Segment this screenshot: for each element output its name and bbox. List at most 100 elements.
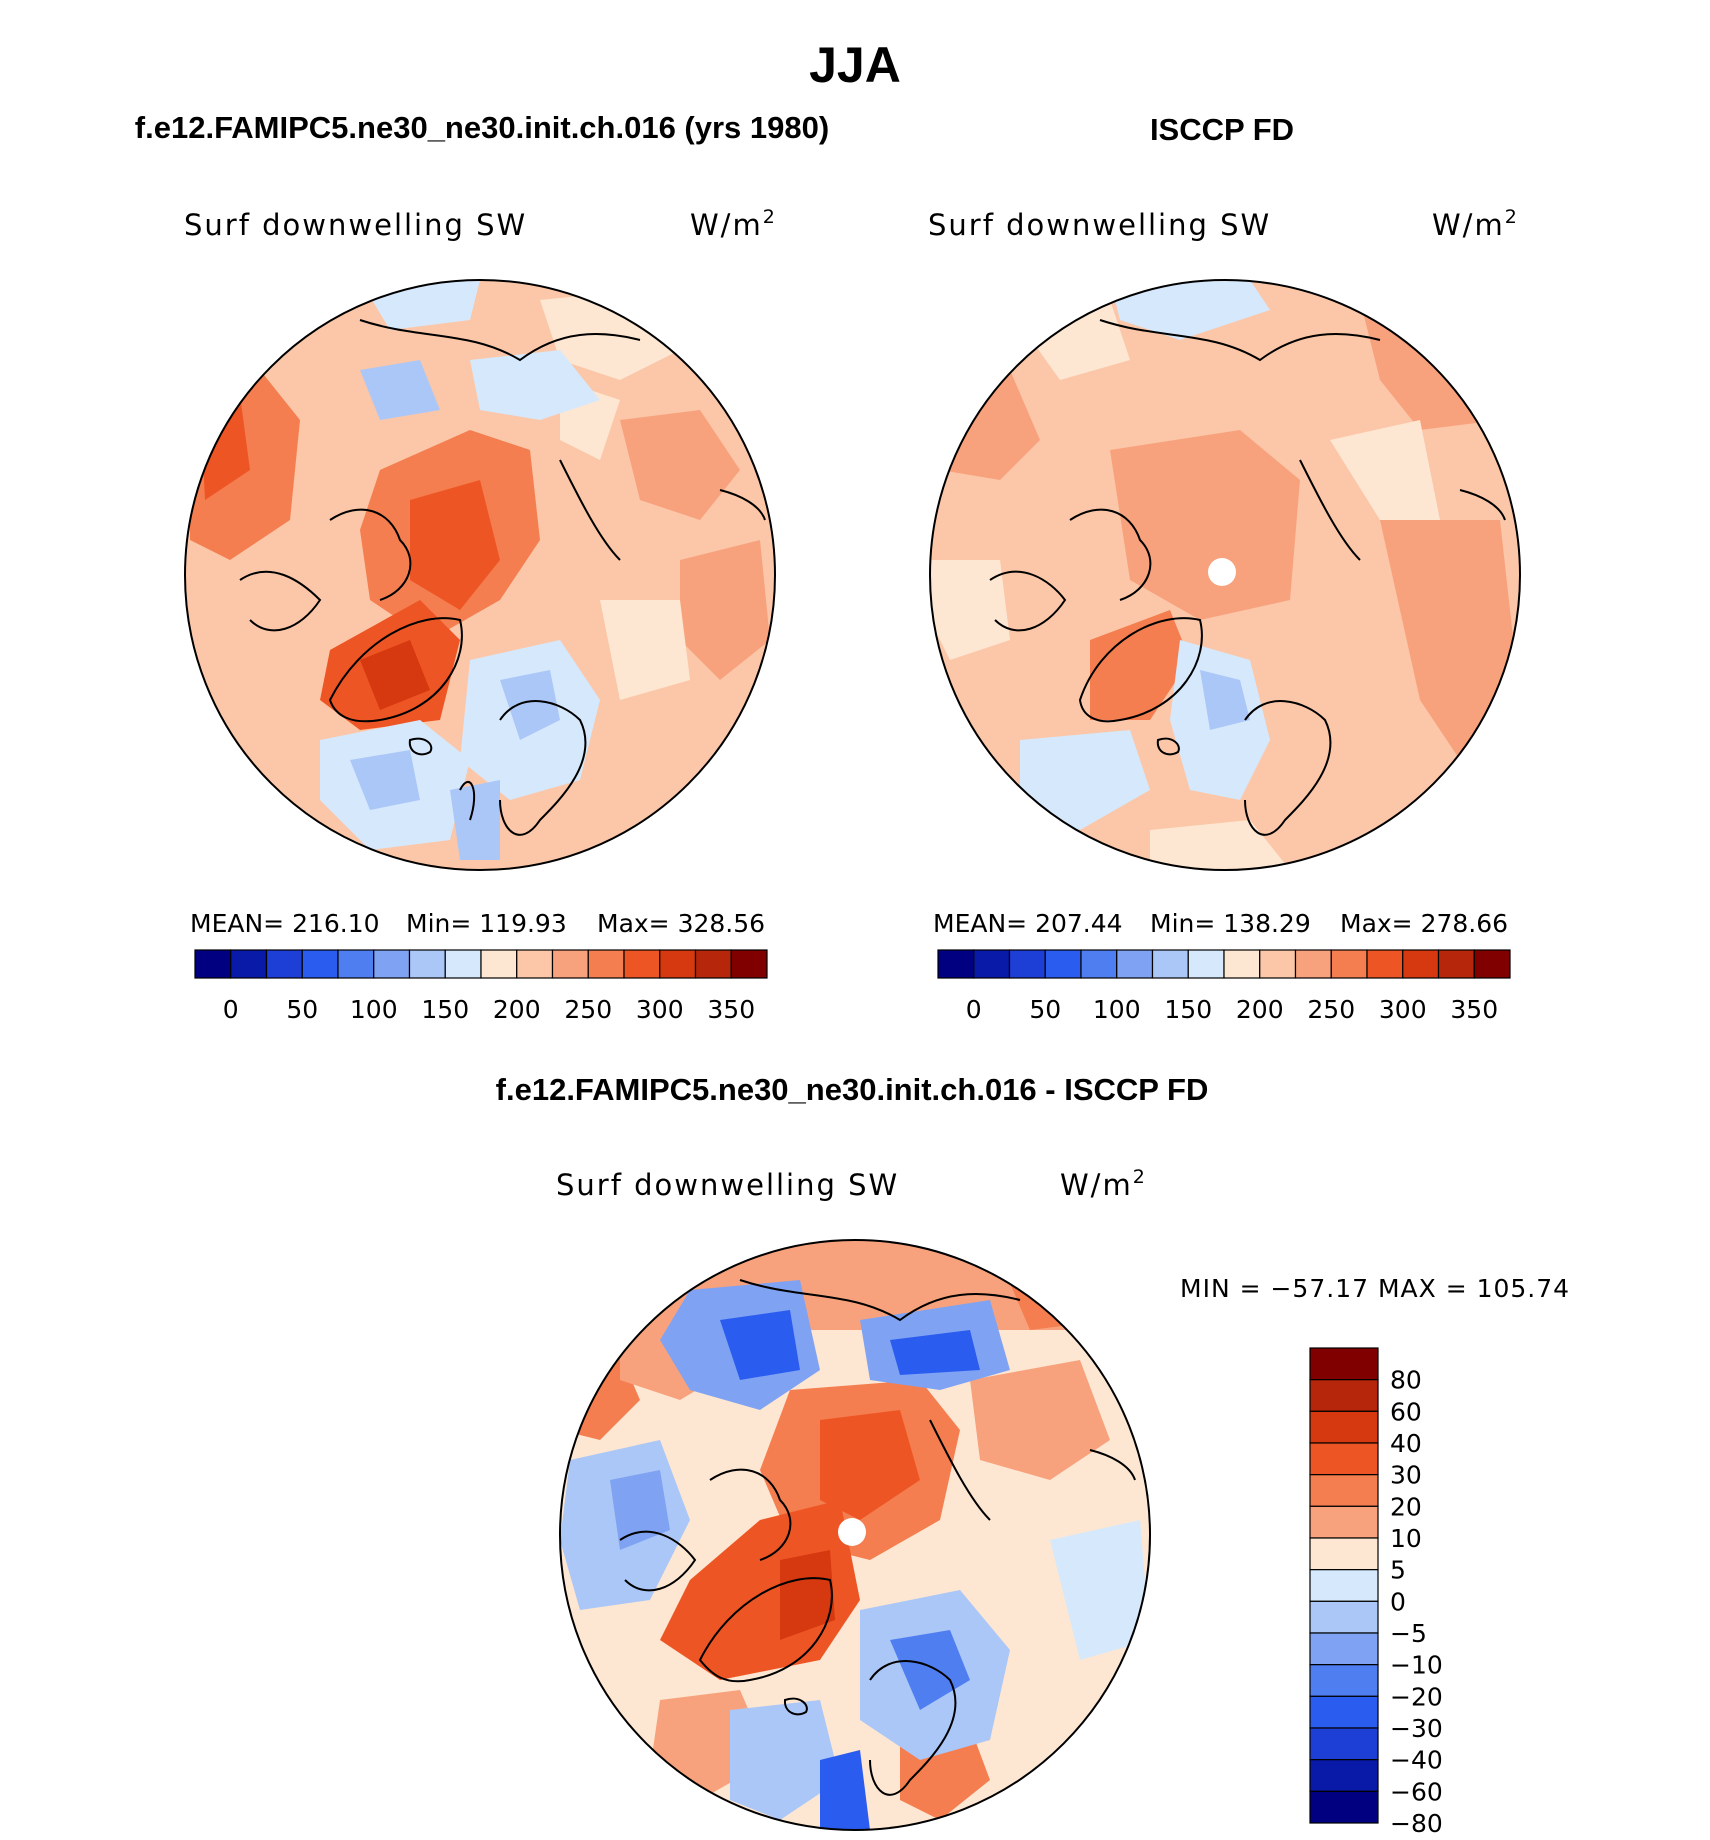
panel-obs: ISCCP FD Surf downwelling SW W/m2	[928, 112, 1521, 1024]
main-title: JJA	[809, 37, 901, 93]
colorbar-diff-swatch	[1309, 1664, 1379, 1697]
colorbar-diff-tick-label: 0	[1390, 1587, 1406, 1616]
colorbar-obs-swatch	[1008, 949, 1046, 979]
colorbar-diff-tick-label: −40	[1390, 1746, 1443, 1775]
colorbar-diff-swatch	[1309, 1695, 1379, 1729]
colorbar-obs-tick-label: 150	[1164, 995, 1212, 1024]
colorbar-diff-swatch	[1309, 1537, 1379, 1571]
colorbar-diff-tick-label: −30	[1390, 1714, 1443, 1743]
colorbar-obs-swatch	[1116, 949, 1154, 979]
colorbar-obs-swatch	[1223, 949, 1261, 979]
colorbar-model-swatch	[516, 949, 554, 979]
colorbar-model-tick-label: 200	[493, 995, 541, 1024]
colorbar-diff-tick-label: −5	[1390, 1619, 1427, 1648]
panel-model-units: W/m2	[690, 206, 777, 242]
colorbar-obs-tick-label: 300	[1379, 995, 1427, 1024]
colorbar-diff-tick-label: 60	[1390, 1397, 1422, 1426]
colorbar-model-swatch	[337, 949, 375, 979]
colorbar-model-swatch	[587, 949, 625, 979]
map-obs-border	[929, 279, 1521, 871]
colorbar-model-swatch	[301, 949, 339, 979]
panel-obs-heading: ISCCP FD	[1150, 112, 1294, 147]
colorbar-diff-tick-label: −10	[1390, 1651, 1443, 1680]
colorbar-obs-swatch	[1294, 949, 1332, 979]
colorbar-diff-tick-label: 5	[1390, 1556, 1406, 1585]
colorbar-diff-tick-label: 40	[1390, 1429, 1422, 1458]
colorbar-obs-swatch	[1437, 949, 1475, 979]
map-model	[185, 280, 775, 870]
map-obs	[930, 280, 1520, 870]
panel-obs-max: Max= 278.66	[1340, 909, 1508, 938]
colorbar-model-swatch	[694, 949, 732, 979]
colorbar-diff-tick-label: −80	[1390, 1809, 1443, 1838]
colorbar-obs-swatch	[1402, 949, 1440, 979]
colorbar-obs-tick-label: 350	[1450, 995, 1498, 1024]
panel-obs-mean: MEAN= 207.44	[933, 909, 1123, 938]
colorbar-model-swatch	[408, 949, 446, 979]
map-model-border	[184, 279, 776, 871]
panel-obs-min: Min= 138.29	[1150, 909, 1311, 938]
colorbar-diff-swatch	[1309, 1505, 1379, 1539]
panel-diff-variable: Surf downwelling SW	[556, 1168, 899, 1202]
colorbar-diff-swatch	[1309, 1347, 1379, 1381]
map-diff-border	[559, 1239, 1151, 1831]
panel-model-units-exp: 2	[763, 206, 777, 228]
colorbar-model-swatch	[194, 949, 232, 979]
panel-model-stats: MEAN= 216.10 Min= 119.93 Max= 328.56	[190, 909, 765, 938]
colorbar-model-swatch	[730, 949, 768, 979]
colorbar-model-swatch	[444, 949, 482, 979]
colorbar-model-tick-label: 100	[350, 995, 398, 1024]
colorbar-obs-swatch	[973, 949, 1011, 979]
panel-model-variable: Surf downwelling SW	[184, 208, 527, 242]
colorbar-diff-tick-label: 10	[1390, 1524, 1422, 1553]
colorbar-diff-tick-label: 20	[1390, 1492, 1422, 1521]
colorbar-obs-swatch	[1080, 949, 1118, 979]
colorbar-diff-swatch	[1309, 1759, 1379, 1792]
colorbar-model-swatch	[373, 949, 411, 979]
colorbar-obs-tick-label: 250	[1307, 995, 1355, 1024]
colorbar-diff-swatch	[1309, 1442, 1379, 1476]
colorbar-diff-swatch	[1309, 1632, 1379, 1666]
colorbar-model-swatch	[659, 949, 697, 979]
panel-diff-units-exp: 2	[1133, 1166, 1147, 1188]
colorbar-obs-swatch	[1366, 949, 1404, 979]
panel-model-min: Min= 119.93	[406, 909, 567, 938]
colorbar-model-swatch	[551, 949, 589, 979]
colorbar-obs-tick-label: 100	[1093, 995, 1141, 1024]
colorbar-diff-swatch	[1309, 1379, 1379, 1412]
colorbar-obs-tick-label: 50	[1029, 995, 1061, 1024]
colorbar-diff-swatch	[1309, 1727, 1379, 1761]
colorbar-obs-tick-label: 0	[966, 995, 982, 1024]
colorbar-obs-swatch	[1151, 949, 1189, 979]
colorbar-diff-swatch	[1309, 1410, 1379, 1444]
colorbar-model-tick-label: 50	[286, 995, 318, 1024]
colorbar-diff-tick-label: −60	[1390, 1777, 1443, 1806]
colorbar-model-tick-label: 250	[564, 995, 612, 1024]
colorbar-model-tick-label: 150	[421, 995, 469, 1024]
colorbar-model-swatch	[230, 949, 268, 979]
panel-obs-units-exp: 2	[1505, 206, 1519, 228]
colorbar-obs-swatch	[937, 949, 975, 979]
panel-obs-units: W/m2	[1432, 206, 1519, 242]
colorbar-model-swatch	[480, 949, 518, 979]
colorbar-diff-swatch	[1309, 1474, 1379, 1507]
colorbar-model-swatch	[265, 949, 303, 979]
colorbar-diff-tick-label: −20	[1390, 1682, 1443, 1711]
panel-obs-variable: Surf downwelling SW	[928, 208, 1271, 242]
panel-model-mean: MEAN= 216.10	[190, 909, 380, 938]
panel-model: f.e12.FAMIPC5.ne30_ne30.init.ch.016 (yrs…	[135, 110, 829, 1024]
colorbar-diff-swatch	[1309, 1790, 1379, 1824]
colorbar-obs-swatch	[1330, 949, 1368, 979]
colorbar-model-swatch	[623, 949, 661, 979]
colorbar-diff-swatch	[1309, 1600, 1379, 1634]
panel-diff-heading: f.e12.FAMIPC5.ne30_ne30.init.ch.016 - IS…	[496, 1072, 1209, 1107]
panel-model-max: Max= 328.56	[597, 909, 765, 938]
colorbar-obs: 0 50 100 150 200 250 300 350	[937, 949, 1511, 1024]
colorbar-obs-swatch	[1259, 949, 1297, 979]
colorbar-model-tick-label: 350	[707, 995, 755, 1024]
colorbar-obs-swatch	[1044, 949, 1082, 979]
map-diff-pole-hole	[838, 1518, 866, 1546]
panel-diff: f.e12.FAMIPC5.ne30_ne30.init.ch.016 - IS…	[496, 1072, 1569, 1838]
